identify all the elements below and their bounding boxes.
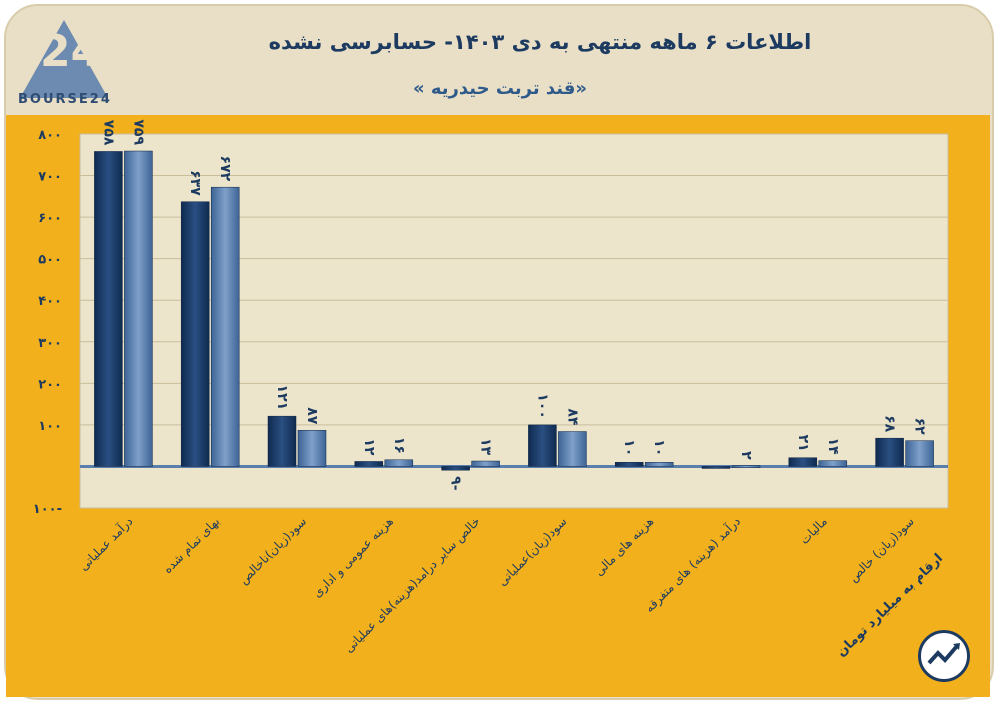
bourse24-logo-icon bbox=[20, 20, 108, 98]
x-tick-label: مالیات bbox=[797, 514, 830, 547]
data-labels: ۷۵۸ ۷۵۹ ۶۳۷ ۶۷۲ ۱۲۱ ۸۷ ۱۲ ۱۶ ۹- ۱۳ ۱۰۰ ۸۴ ۱۰ ۱۰ ۲ ۲۱ ۱۴ ۶… bbox=[100, 119, 927, 490]
data-label: ۶۳۷ bbox=[187, 170, 203, 196]
x-tick-label: خالص سایر درامد(هزینه)های عملیاتی bbox=[342, 514, 484, 656]
data-label: ۶۷۲ bbox=[217, 156, 233, 182]
x-tick-label: سود(زیان)ناخالص bbox=[236, 514, 310, 588]
page-title: اطلاعات ۶ ماهه منتهی به دی ۱۴۰۳- حسابرسی… bbox=[268, 30, 812, 54]
x-tick-label: سود(زیان)عملیاتی bbox=[495, 514, 570, 589]
bar bbox=[905, 440, 934, 467]
page-subtitle: «قند تربت حیدریه » bbox=[412, 78, 588, 99]
bar bbox=[124, 150, 153, 467]
bar bbox=[297, 430, 327, 467]
data-label: ۲۱ bbox=[795, 435, 811, 452]
data-label: ۹- bbox=[448, 476, 464, 491]
data-label: ۷۵۸ bbox=[100, 120, 116, 146]
x-tick-label: درآمد (هزینه) های متفرقه bbox=[642, 514, 744, 616]
data-label: ۶۸ bbox=[882, 415, 898, 433]
trend-chart-icon bbox=[918, 630, 970, 682]
data-label: ۱۰ bbox=[651, 439, 667, 456]
bar bbox=[210, 186, 240, 467]
x-tick-label: سود(زیان) خالص bbox=[846, 514, 917, 585]
bar bbox=[731, 465, 761, 468]
bar bbox=[180, 201, 210, 467]
y-tick-label: ۷۰۰ bbox=[38, 170, 62, 185]
y-tick-label: ۱۰۰- bbox=[33, 502, 62, 517]
data-label: ۲ bbox=[738, 451, 754, 460]
data-label: ۱۲۱ bbox=[274, 385, 290, 411]
y-axis-ticks: ۱۰۰- ۱۰۰ ۲۰۰ ۳۰۰ ۴۰۰ ۵۰۰ ۶۰۰ ۷۰۰ ۸۰۰ bbox=[33, 128, 62, 517]
bar bbox=[471, 460, 500, 467]
bar bbox=[354, 461, 384, 467]
y-tick-label: ۶۰۰ bbox=[38, 211, 62, 226]
y-tick-label: ۴۰۰ bbox=[38, 294, 62, 309]
data-label: ۸۴ bbox=[564, 408, 580, 426]
x-tick-label: هزینه های مالی bbox=[592, 514, 657, 579]
y-tick-label: ۲۰۰ bbox=[38, 377, 62, 392]
data-label: ۱۰ bbox=[621, 439, 637, 456]
bars bbox=[94, 150, 934, 471]
bar bbox=[528, 424, 557, 467]
bar bbox=[818, 460, 848, 467]
bar bbox=[558, 431, 587, 467]
y-tick-label: ۵۰۰ bbox=[38, 253, 62, 268]
data-label: ۱۰۰ bbox=[534, 393, 550, 419]
logo-text: BOURSE24 bbox=[18, 92, 112, 107]
logo-mark: 24 bbox=[40, 26, 102, 77]
bar bbox=[701, 466, 731, 469]
bar bbox=[94, 151, 123, 467]
data-label: ۱۴ bbox=[825, 438, 841, 456]
x-tick-label: درآمد عملیاتی bbox=[76, 514, 137, 575]
data-label: ۱۲ bbox=[361, 438, 377, 456]
data-label: ۷۵۹ bbox=[130, 119, 146, 145]
bar bbox=[384, 459, 414, 467]
bar bbox=[788, 457, 818, 467]
x-axis-labels: درآمد عملیاتی بهای تمام شده سود(زیان)ناخال… bbox=[76, 514, 918, 657]
plot-area bbox=[79, 133, 949, 509]
y-tick-label: ۳۰۰ bbox=[38, 336, 62, 351]
bar bbox=[267, 415, 297, 467]
bar bbox=[441, 466, 470, 471]
bar bbox=[644, 462, 674, 467]
x-tick-label: هزینه عمومی و اداری bbox=[310, 514, 397, 601]
data-label: ۶۲ bbox=[912, 418, 928, 436]
x-tick-label: بهای تمام شده bbox=[160, 514, 222, 576]
data-label: ۱۳ bbox=[478, 438, 494, 456]
y-tick-label: ۱۰۰ bbox=[38, 419, 62, 434]
data-label: ۸۷ bbox=[304, 407, 320, 425]
bar bbox=[875, 437, 904, 467]
bar bbox=[614, 462, 644, 467]
y-tick-label: ۸۰۰ bbox=[38, 128, 62, 143]
data-label: ۱۶ bbox=[391, 437, 407, 454]
